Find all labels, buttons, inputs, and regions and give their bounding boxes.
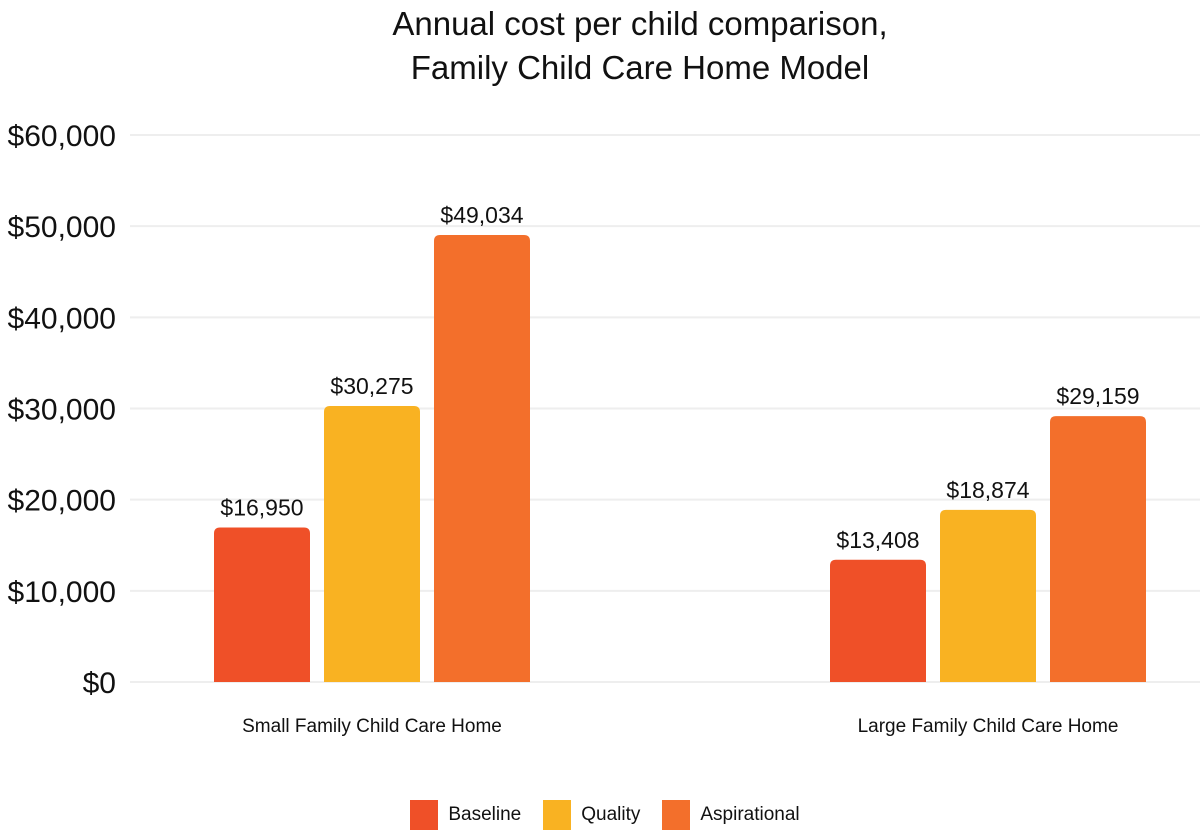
- data-label: $13,408: [836, 527, 919, 553]
- bar-aspirational: [434, 234, 530, 682]
- y-tick-label: $30,000: [8, 394, 116, 427]
- y-tick-label: $10,000: [8, 576, 116, 609]
- y-tick-label: $50,000: [8, 211, 116, 244]
- legend-swatch: [543, 800, 572, 830]
- y-tick-label: $40,000: [8, 302, 116, 335]
- data-label: $18,874: [946, 477, 1029, 503]
- bar-baseline: [214, 527, 310, 682]
- bar-baseline: [830, 559, 926, 682]
- data-label: $30,275: [330, 373, 413, 399]
- x-category-label: Large Family Child Care Home: [858, 716, 1119, 737]
- y-tick-label: $0: [83, 667, 116, 700]
- legend-swatch: [410, 800, 439, 830]
- legend-label: Baseline: [448, 804, 522, 825]
- bar-aspirational: [1050, 416, 1146, 682]
- data-label: $16,950: [220, 494, 303, 520]
- data-label: $49,034: [440, 202, 523, 228]
- bar-quality: [940, 509, 1036, 682]
- legend-label: Aspirational: [700, 804, 800, 825]
- bar-quality: [324, 405, 420, 682]
- chart-title: Annual cost per child comparison, Family…: [0, 0, 1200, 90]
- y-tick-label: $60,000: [8, 120, 116, 153]
- legend-item-baseline: Baseline: [410, 800, 521, 830]
- chart-title-line-1: Annual cost per child comparison,: [392, 5, 888, 42]
- x-category-label: Small Family Child Care Home: [242, 716, 502, 737]
- legend-swatch: [662, 800, 691, 830]
- legend-label: Quality: [581, 804, 641, 825]
- y-tick-label: $20,000: [8, 485, 116, 518]
- chart-legend: Baseline Quality Aspirational: [0, 800, 1200, 830]
- chart-title-line-2: Family Child Care Home Model: [410, 49, 870, 86]
- legend-item-aspirational: Aspirational: [662, 800, 800, 830]
- data-label: $29,159: [1056, 383, 1139, 409]
- legend-item-quality: Quality: [543, 800, 640, 830]
